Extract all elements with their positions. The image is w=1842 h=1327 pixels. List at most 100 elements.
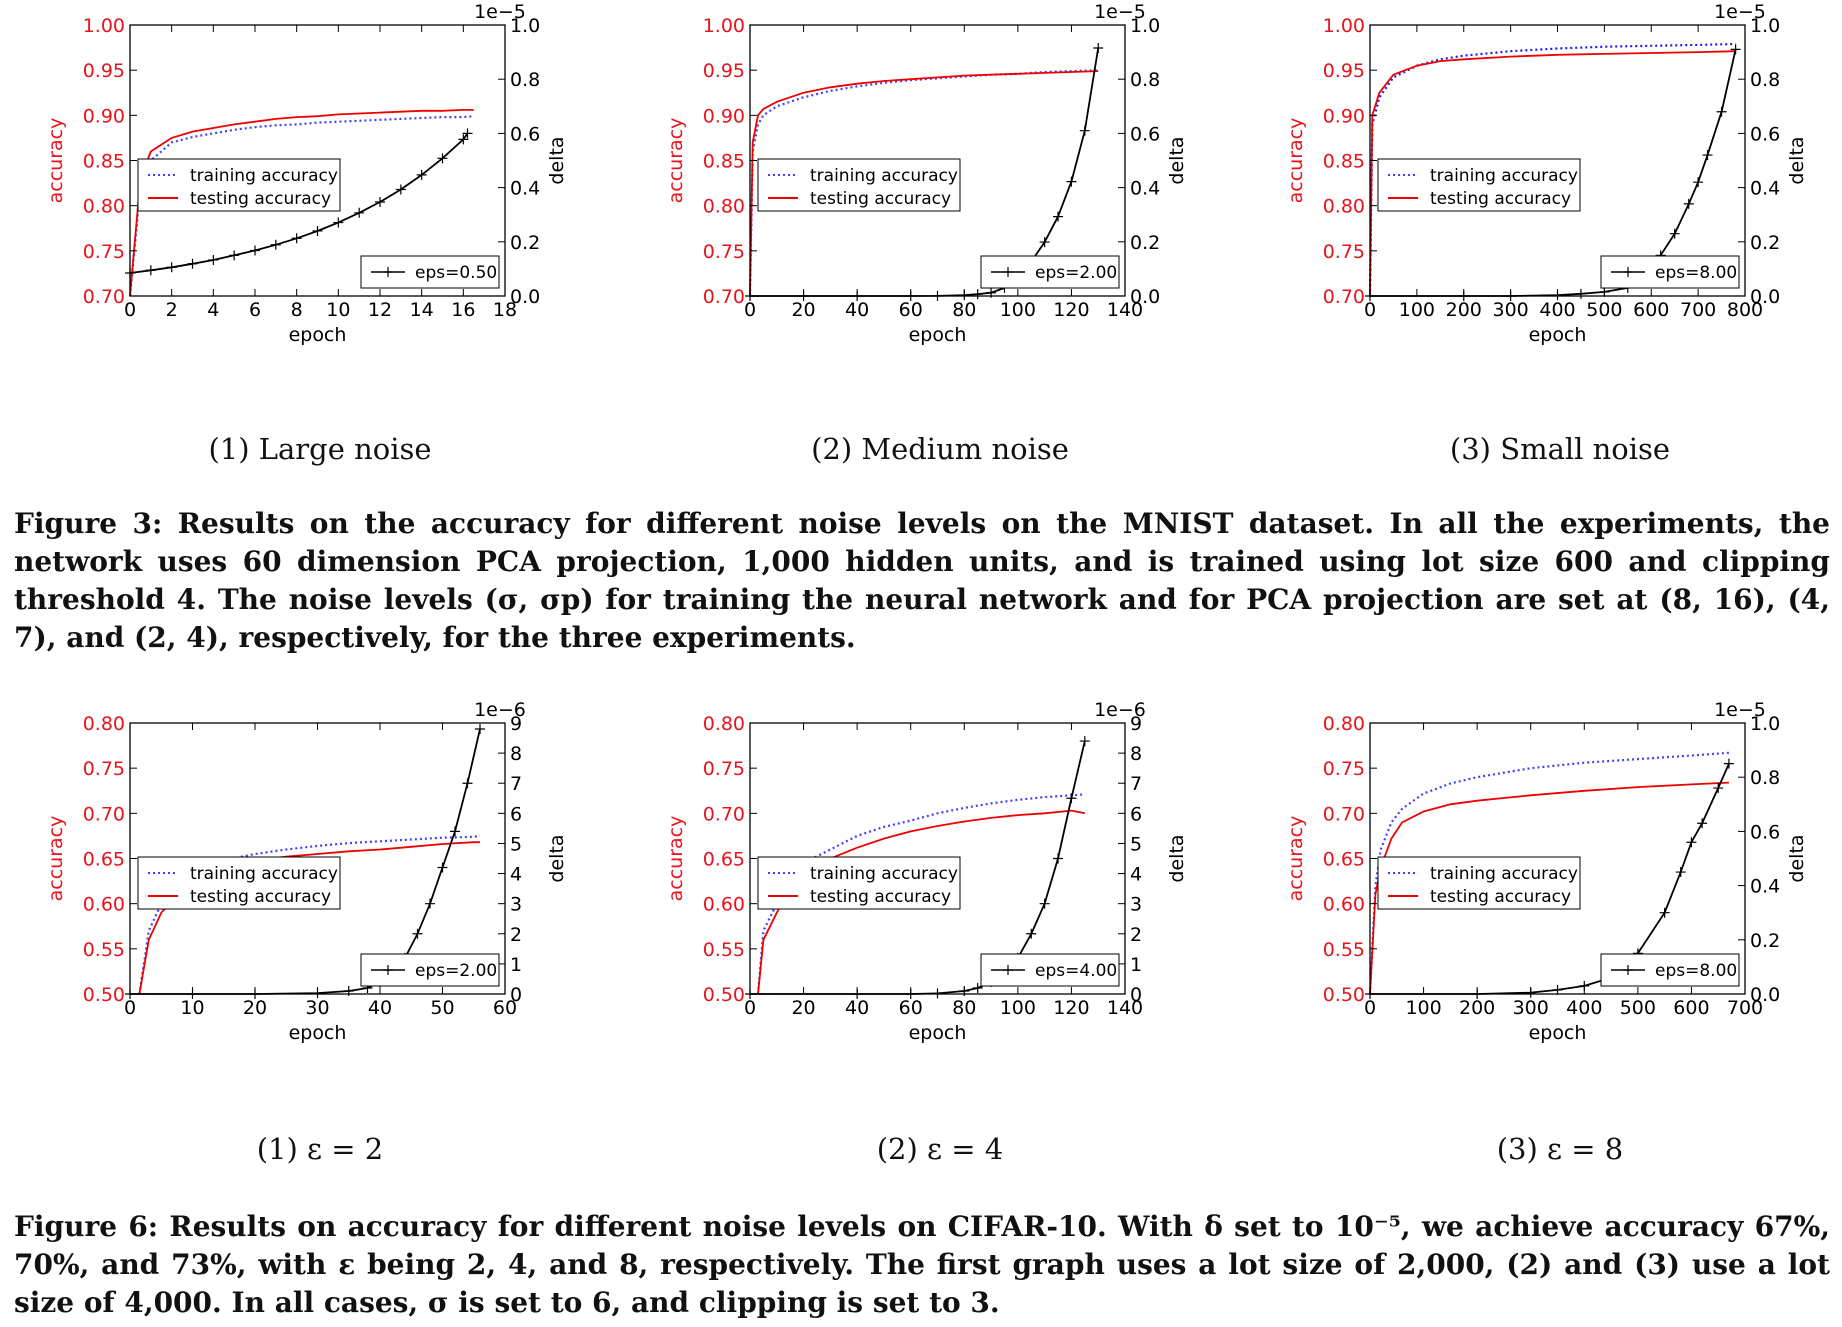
y-right-tick-label: 0.8	[1750, 767, 1780, 789]
y-left-tick-label: 0.70	[1323, 286, 1365, 308]
legend-label-training: training accuracy	[810, 864, 958, 884]
x-tick-label: 120	[1053, 299, 1089, 321]
y-right-tick-label: 0.6	[1750, 821, 1780, 843]
series-marker	[1716, 106, 1727, 117]
chart-mnist-small: 0 100 200 300 400 500 600 700 800 0.70 0.75 0.80 0.8…	[1280, 0, 1840, 410]
x-tick-label: 200	[1459, 997, 1495, 1019]
x-tick-label: 500	[1586, 299, 1622, 321]
subcaption-mnist-small: (3) Small noise	[1449, 432, 1671, 466]
series-marker	[395, 184, 406, 195]
series-marker	[1659, 907, 1670, 918]
y-right-tick-label: 0.8	[510, 69, 540, 91]
y-right-tick-label: 1.0	[1750, 15, 1780, 37]
x-tick-label: 4	[207, 299, 219, 321]
y-left-tick-label: 0.75	[1323, 758, 1365, 780]
y-left-tick-label: 0.50	[1323, 984, 1365, 1006]
x-tick-label: 600	[1633, 299, 1669, 321]
x-axis-label: epoch	[289, 324, 347, 346]
y-left-tick-label: 0.55	[83, 939, 125, 961]
x-tick-label: 800	[1727, 299, 1763, 321]
x-tick-label: 500	[1620, 997, 1656, 1019]
chart-cifar-eps4: 0 20 40 60 80 100 120 140 0.50 0.55 0.60 0.65 0.70 0.…	[660, 698, 1220, 1108]
y-left-tick-label: 0.95	[83, 60, 125, 82]
series-marker	[972, 289, 983, 300]
x-tick-label: 10	[180, 997, 204, 1019]
y-right-tick-label: 0.0	[1750, 984, 1780, 1006]
series-marker	[1693, 177, 1704, 188]
series-marker	[1093, 43, 1104, 54]
y-left-tick-label: 0.95	[703, 60, 745, 82]
x-tick-label: 40	[845, 997, 869, 1019]
series-marker	[1730, 44, 1741, 55]
y-left-tick-label: 0.80	[703, 196, 745, 218]
y-right-tick-label: 2	[1130, 924, 1142, 946]
series-marker	[375, 196, 385, 207]
x-tick-label: 0	[744, 299, 756, 321]
y-right-tick-label: 0.6	[510, 123, 540, 145]
y-left-axis-label: accuracy	[1285, 816, 1307, 902]
eps-legend-label: eps=8.00	[1655, 961, 1737, 981]
exponent-label: 1e−5	[1094, 1, 1146, 23]
y-right-tick-label: 8	[510, 743, 522, 765]
accuracy-legend	[757, 856, 961, 910]
chart-mnist-large: 0 2 4 6 8 10 12 14 16 18 0.70 0.75 0.80 0.85 0.90 0.95 1…	[40, 0, 600, 410]
subcaption-mnist-large: (1) Large noise	[208, 432, 432, 466]
series-marker	[333, 217, 344, 228]
series-marker	[437, 862, 448, 873]
series-line-1	[749, 70, 1099, 297]
y-right-tick-label: 0.0	[1750, 286, 1780, 308]
x-tick-label: 6	[249, 299, 261, 321]
series-marker	[1039, 237, 1050, 248]
x-axis-label: epoch	[909, 1022, 967, 1044]
series-marker	[1669, 228, 1680, 239]
exponent-label: 1e−6	[474, 699, 526, 721]
y-right-tick-label: 0.2	[1130, 232, 1160, 254]
legend-label-testing: testing accuracy	[1430, 189, 1571, 209]
figure3-caption: Figure 3: Results on the accuracy for di…	[14, 507, 1830, 654]
x-tick-label: 140	[1107, 299, 1143, 321]
y-left-tick-label: 0.80	[83, 196, 125, 218]
y-left-tick-label: 0.70	[703, 803, 745, 825]
eps-legend-marker	[383, 965, 393, 975]
series-line-0	[1368, 42, 1736, 297]
x-tick-label: 60	[899, 997, 923, 1019]
chart-cifar-eps2: 0 10 20 30 40 50 60 0.50 0.55 0.60 0.65 0.70 0.75 0.8…	[40, 698, 600, 1108]
x-tick-label: 30	[305, 997, 329, 1019]
y-left-tick-label: 0.80	[83, 713, 125, 735]
eps-legend-marker	[383, 267, 393, 277]
y-right-tick-label: 0.0	[510, 286, 540, 308]
y-right-tick-label: 4	[510, 864, 522, 886]
y-right-tick-label: 0.6	[1130, 123, 1160, 145]
series-marker	[1079, 736, 1090, 747]
y-left-tick-label: 1.00	[703, 15, 745, 37]
x-tick-label: 80	[952, 997, 976, 1019]
x-tick-label: 40	[368, 997, 392, 1019]
x-tick-label: 200	[1446, 299, 1482, 321]
y-right-tick-label: 0.6	[1750, 123, 1780, 145]
x-tick-label: 0	[124, 997, 136, 1019]
y-left-tick-label: 0.80	[703, 713, 745, 735]
y-left-tick-label: 0.50	[83, 984, 125, 1006]
y-left-tick-label: 0.75	[703, 758, 745, 780]
y-right-tick-label: 0.4	[1750, 876, 1780, 898]
y-left-tick-label: 0.70	[1323, 803, 1365, 825]
x-tick-label: 700	[1680, 299, 1716, 321]
x-tick-label: 400	[1539, 299, 1575, 321]
series-marker	[1053, 853, 1064, 864]
series-line-2	[129, 132, 469, 274]
x-axis-label: epoch	[289, 1022, 347, 1044]
series-marker	[1039, 898, 1050, 909]
y-left-tick-label: 0.50	[703, 984, 745, 1006]
series-marker	[291, 233, 302, 244]
series-line-0	[128, 115, 474, 297]
subcaption-cifar-eps2: (1) ε = 2	[256, 1132, 384, 1166]
y-right-tick-label: 0.2	[1750, 930, 1780, 952]
eps-legend-label: eps=2.00	[415, 961, 497, 981]
x-tick-label: 16	[451, 299, 475, 321]
accuracy-legend	[137, 856, 341, 910]
y-right-tick-label: 1	[510, 954, 522, 976]
x-tick-label: 140	[1107, 997, 1143, 1019]
x-tick-label: 300	[1492, 299, 1528, 321]
y-left-tick-label: 0.70	[83, 803, 125, 825]
y-right-tick-label: 4	[1130, 864, 1142, 886]
